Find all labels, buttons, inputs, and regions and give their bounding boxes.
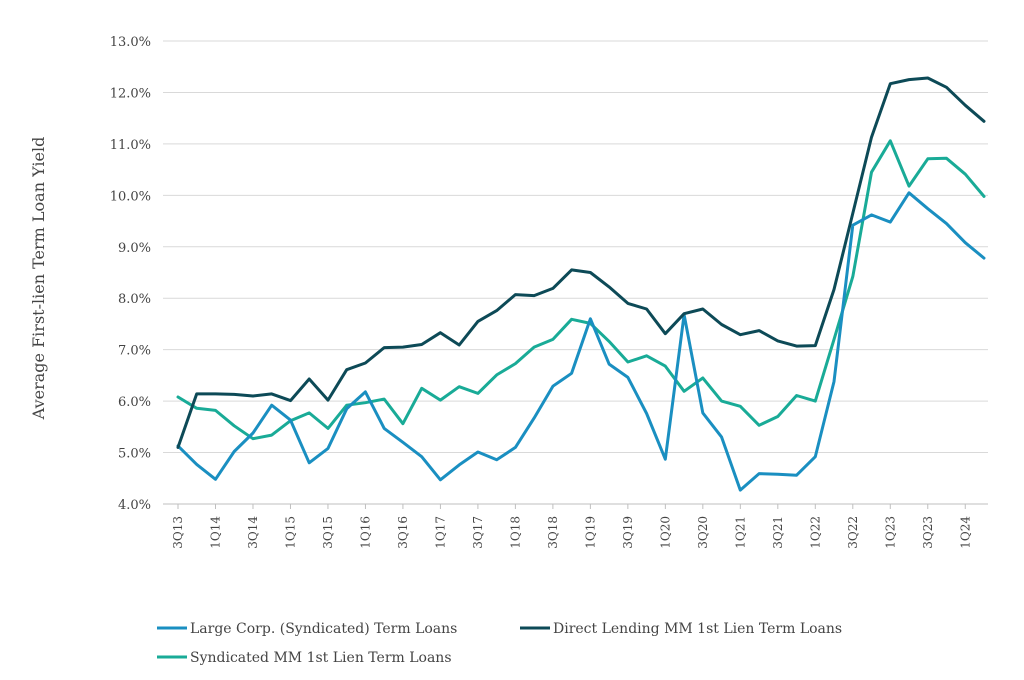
y-tick-label: 10.0% xyxy=(110,189,151,204)
x-tick-label: 3Q18 xyxy=(546,516,560,549)
y-tick-label: 5.0% xyxy=(118,447,151,462)
series-line-0 xyxy=(176,191,986,492)
y-tick-label: 12.0% xyxy=(110,86,151,101)
x-tick-label: 3Q14 xyxy=(246,516,260,549)
x-tick-label: 3Q13 xyxy=(171,516,185,549)
x-tick-label: 3Q19 xyxy=(621,516,635,549)
x-tick-label: 3Q21 xyxy=(771,516,785,549)
legend-label-0: Large Corp. (Syndicated) Term Loans xyxy=(190,621,457,637)
x-tick-label: 1Q18 xyxy=(508,516,522,549)
x-tick-label: 1Q21 xyxy=(733,516,747,549)
x-tick-label: 1Q22 xyxy=(808,516,822,549)
x-tick-label: 3Q15 xyxy=(321,516,335,549)
x-tick-label: 3Q16 xyxy=(396,516,410,549)
x-tick-label: 3Q23 xyxy=(921,516,935,549)
x-tick-label: 1Q20 xyxy=(658,516,672,549)
x-tick-label: 1Q24 xyxy=(958,516,972,549)
x-tick-label: 1Q16 xyxy=(358,516,372,549)
y-tick-label: 7.0% xyxy=(118,344,151,359)
x-tick-label: 3Q20 xyxy=(696,516,710,549)
x-axis-ticks: 3Q13 1Q14 3Q14 1Q15 3Q15 1Q16 3Q16 1Q17 3Q17 1Q18… xyxy=(171,504,972,549)
y-tick-label: 13.0% xyxy=(110,35,151,50)
y-tick-label: 11.0% xyxy=(110,138,151,153)
x-tick-label: 1Q17 xyxy=(433,516,447,549)
x-tick-label: 1Q15 xyxy=(283,516,297,549)
y-tick-label: 9.0% xyxy=(118,241,151,256)
x-tick-label: 3Q22 xyxy=(846,516,860,549)
legend: Large Corp. (Syndicated) Term Loans Direc… xyxy=(157,621,842,666)
x-tick-label: 3Q17 xyxy=(471,516,485,549)
y-axis-label: Average First-lien Term Loan Yield xyxy=(29,137,48,421)
legend-label-2: Syndicated MM 1st Lien Term Loans xyxy=(190,650,452,666)
y-axis-ticks: 4.0% 5.0% 6.0% 7.0% 8.0% 9.0% 10.0% 11.0% 12.0% 1… xyxy=(110,35,151,513)
series-line-2 xyxy=(176,139,986,441)
y-tick-label: 4.0% xyxy=(118,498,151,513)
y-tick-label: 6.0% xyxy=(118,395,151,410)
legend-label-1: Direct Lending MM 1st Lien Term Loans xyxy=(553,621,842,637)
x-tick-label: 1Q14 xyxy=(208,516,222,549)
series-lines xyxy=(176,76,986,492)
x-tick-label: 1Q19 xyxy=(583,516,597,549)
series-line-1 xyxy=(176,76,986,449)
gridlines xyxy=(163,40,988,505)
y-tick-label: 8.0% xyxy=(118,292,151,307)
x-tick-label: 1Q23 xyxy=(883,516,897,549)
